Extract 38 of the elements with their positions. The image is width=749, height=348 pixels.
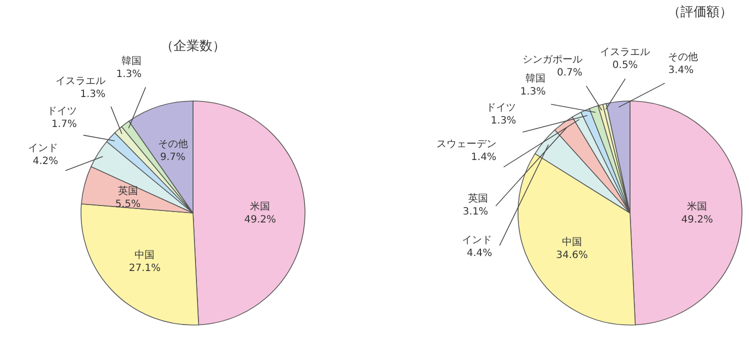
slice-label: シンガポール (522, 54, 582, 66)
slice-label: イスラエル (56, 76, 106, 88)
slice-label: 韓国 (526, 72, 546, 85)
slice-label: その他 (158, 138, 188, 150)
data-label: 1.4% (471, 152, 496, 164)
slice-label: 英国 (468, 192, 488, 205)
data-label: 3.1% (462, 206, 488, 218)
slice-label: インド (28, 142, 58, 154)
slice-label: 韓国 (122, 54, 142, 67)
data-label: 9.7% (160, 152, 186, 163)
slice-label: 中国 (562, 236, 582, 248)
slice-label: 中国 (134, 248, 155, 261)
slice-label: ドイツ (486, 102, 516, 114)
data-label: 1.3% (490, 116, 516, 127)
data-label: 1.3% (116, 68, 142, 80)
slice-label: 英国 (118, 185, 138, 198)
data-label: 5.5% (115, 199, 141, 210)
data-label: 27.1% (128, 262, 161, 274)
data-label: 4.2% (32, 156, 58, 167)
chart-title: （評価額） (668, 5, 732, 20)
slice-label: 米国 (687, 200, 708, 212)
slice-label: イスラエル (600, 47, 650, 58)
slice-label: スウェーデン (436, 139, 496, 150)
data-label: 49.2% (681, 214, 714, 226)
slice-label: インド (462, 234, 492, 246)
data-label: 0.5% (612, 60, 638, 72)
data-label: 0.7% (557, 68, 582, 79)
chart-title: （企業数） (160, 39, 226, 54)
data-label: 1.3% (80, 89, 106, 100)
data-label: 34.6% (556, 250, 588, 261)
data-label: 49.2% (244, 214, 276, 226)
data-label: 4.4% (466, 248, 492, 259)
data-label: 3.4% (668, 64, 694, 76)
data-label: 1.3% (520, 86, 546, 98)
data-label: 1.7% (51, 118, 77, 130)
slice-label: 米国 (250, 200, 270, 212)
slice-label: その他 (668, 50, 698, 63)
slice-label: ドイツ (46, 106, 77, 117)
